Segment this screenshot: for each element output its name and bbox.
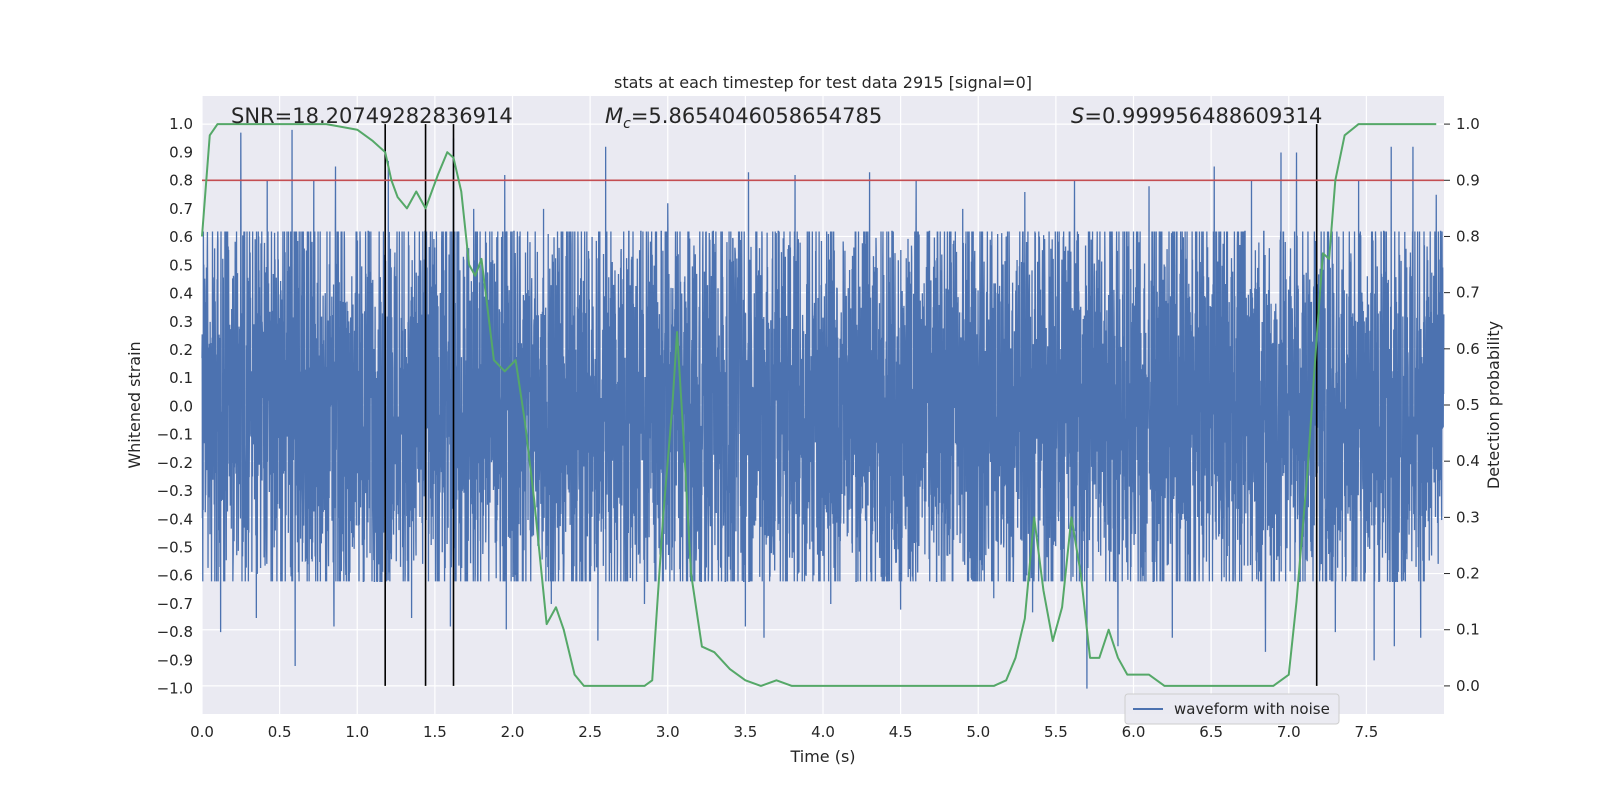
- s-value: =0.999956488609314: [1084, 104, 1322, 128]
- y2-tick-label: 1.0: [1456, 115, 1480, 133]
- x-tick-label: 0.5: [268, 723, 292, 741]
- x-tick-label: 2.0: [501, 723, 525, 741]
- y-tick-label: −0.8: [157, 623, 193, 641]
- y-tick-label: −0.9: [157, 651, 193, 669]
- probability-series: [201, 123, 1437, 687]
- snr-annotation: SNR=18.20749282836914: [231, 104, 513, 128]
- x-tick-label: 4.5: [889, 723, 913, 741]
- x-tick-label: 6.0: [1122, 723, 1146, 741]
- x-tick-label: 3.0: [656, 723, 680, 741]
- y-tick-label: 0.4: [169, 285, 193, 303]
- y-tick-label: −0.7: [157, 595, 193, 613]
- x-tick-label: 1.0: [345, 723, 369, 741]
- legend-box: [1124, 693, 1340, 725]
- y2-tick-label: 0.3: [1456, 508, 1480, 526]
- legend-label: waveform with noise: [1174, 700, 1330, 718]
- mc-symbol: M: [605, 104, 623, 128]
- waveform-line: [201, 129, 1445, 689]
- y-tick-label: 0.3: [169, 313, 193, 331]
- y-tick-label: −0.6: [157, 567, 193, 585]
- x-tick-label: 7.5: [1354, 723, 1378, 741]
- x-tick-label: 6.5: [1199, 723, 1223, 741]
- y-tick-label: −1.0: [157, 680, 193, 698]
- y2-tick-label: 0.9: [1456, 171, 1480, 189]
- y-tick-label: 0.2: [169, 341, 193, 359]
- x-axis-label: Time (s): [789, 747, 855, 766]
- y-tick-label: 1.0: [169, 115, 193, 133]
- legend: waveform with noise: [1124, 693, 1340, 725]
- s-symbol: S: [1071, 104, 1084, 128]
- y2-tick-label: 0.4: [1456, 452, 1480, 470]
- y-tick-label: 0.9: [169, 143, 193, 161]
- waveform-series: [201, 129, 1445, 689]
- y-tick-label: −0.4: [157, 510, 193, 528]
- x-tick-label: 4.0: [811, 723, 835, 741]
- y-tick-label: −0.3: [157, 482, 193, 500]
- mc-annotation: Mc=5.8654046058654785: [605, 104, 882, 132]
- x-tick-label: 7.0: [1277, 723, 1301, 741]
- x-tick-labels: 0.0 0.5 1.0 1.5 2.0 2.5 3.0 3.5 4.0 4.5 5.0 5.5 6.0 6…: [190, 723, 1378, 741]
- x-tick-label: 3.5: [733, 723, 757, 741]
- y2-axis-label: Detection probability: [1484, 321, 1503, 489]
- x-tick-label: 1.5: [423, 723, 447, 741]
- y-tick-label: −0.2: [157, 454, 193, 472]
- y-tick-label: 0.5: [169, 256, 193, 274]
- y-tick-label: 0.6: [169, 228, 193, 246]
- y2-tick-label: 0.2: [1456, 565, 1480, 583]
- y-tick-labels: 1.0 0.9 0.8 0.7 0.6 0.5 0.4 0.3 0.2 0.1 0.0 −0.1 −0.…: [157, 115, 193, 697]
- mc-value: =5.8654046058654785: [631, 104, 882, 128]
- x-tick-label: 5.5: [1044, 723, 1068, 741]
- y2-tick-label: 0.7: [1456, 284, 1480, 302]
- y2-tick-label: 0.8: [1456, 227, 1480, 245]
- y-tick-label: −0.1: [157, 426, 193, 444]
- y-tick-label: 0.8: [169, 172, 193, 190]
- y2-tick-label: 0.1: [1456, 621, 1480, 639]
- chart-title: stats at each timestep for test data 291…: [614, 73, 1032, 92]
- x-tick-label: 0.0: [190, 723, 214, 741]
- y-tick-label: −0.5: [157, 539, 193, 557]
- y2-tick-label: 0.6: [1456, 340, 1480, 358]
- y-axis-label: Whitened strain: [125, 341, 144, 468]
- s-annotation: S=0.999956488609314: [1071, 104, 1322, 128]
- y-tick-label: 0.7: [169, 200, 193, 218]
- y2-tick-label: 0.0: [1456, 677, 1480, 695]
- x-tick-label: 5.0: [966, 723, 990, 741]
- x-tick-label: 2.5: [578, 723, 602, 741]
- vertical-marker-lines: [384, 124, 1318, 686]
- y-tick-label: 0.0: [169, 397, 193, 415]
- mc-subscript: c: [623, 116, 631, 132]
- y2-tick-labels: 1.0 0.9 0.8 0.7 0.6 0.5 0.4 0.3 0.2 0.1 0.0: [1444, 115, 1480, 695]
- y-tick-label: 0.1: [169, 369, 193, 387]
- probability-line: [201, 123, 1437, 687]
- y2-tick-label: 0.5: [1456, 396, 1480, 414]
